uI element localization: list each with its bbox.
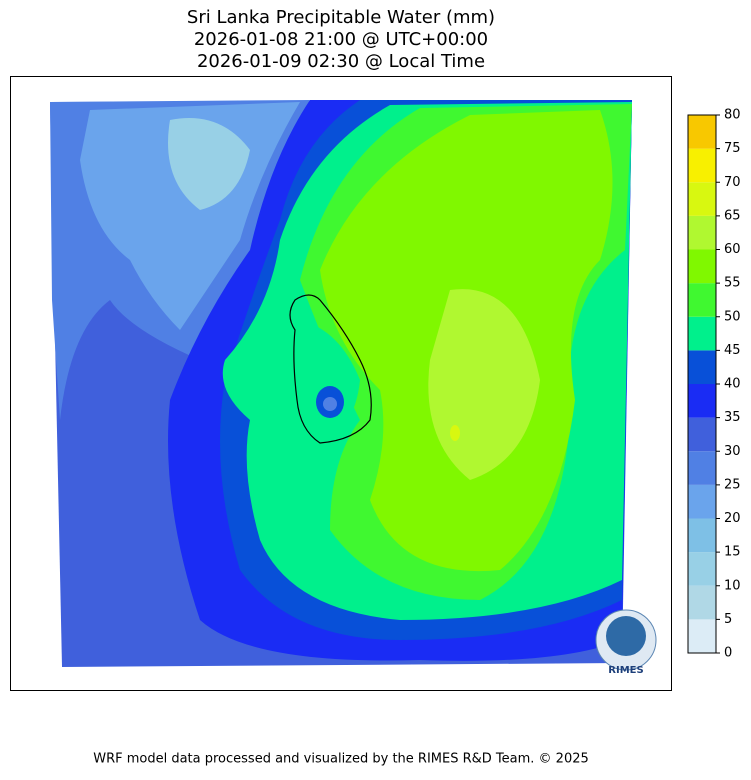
- colorbar-tick-label: 25: [724, 477, 741, 492]
- subtitle-local: 2026-01-09 02:30 @ Local Time: [197, 51, 485, 72]
- colorbar-bin: [688, 350, 716, 384]
- colorbar-bin: [688, 115, 716, 149]
- colorbar-bin: [688, 148, 716, 183]
- colorbar-bin: [688, 585, 716, 620]
- colorbar-bin: [688, 451, 716, 485]
- colorbar-bin: [688, 417, 716, 452]
- colorbar-tick-label: 60: [724, 242, 741, 257]
- colorbar-bin: [688, 182, 716, 216]
- colorbar-bin: [688, 215, 716, 250]
- colorbar-bin: [688, 283, 716, 317]
- colorbar-bin: [688, 316, 716, 351]
- map: RIMES: [50, 100, 657, 676]
- colorbar-tick-label: 40: [724, 377, 741, 392]
- colorbar-tick-label: 50: [724, 309, 741, 324]
- colorbar-bin: [688, 518, 716, 553]
- footer: WRF model data processed and visualized …: [93, 752, 589, 767]
- colorbar-tick-label: 35: [724, 410, 741, 425]
- colorbar-tick-label: 70: [724, 175, 741, 190]
- subtitle-utc: 2026-01-08 21:00 @ UTC+00:00: [194, 29, 488, 50]
- colorbar-tick-label: 75: [724, 141, 741, 156]
- colorbar-tick-label: 80: [724, 108, 741, 123]
- logo-text: RIMES: [608, 665, 643, 676]
- colorbar: 0 5 10 15 20 25 30 35 40 45 50 55 60 65 70 75 80: [687, 108, 741, 661]
- colorbar-tick-label: 10: [724, 578, 741, 593]
- colorbar-tick-label: 55: [724, 276, 741, 291]
- colorbar-tick-label: 45: [724, 343, 741, 358]
- colorbar-bin: [688, 249, 716, 284]
- colorbar-tick-label: 15: [724, 545, 741, 560]
- colorbar-tick-label: 65: [724, 208, 741, 223]
- colorbar-bin: [688, 384, 716, 418]
- colorbar-tick-label: 30: [724, 444, 741, 459]
- title: Sri Lanka Precipitable Water (mm): [187, 7, 495, 28]
- colorbar-bin: [688, 484, 716, 519]
- colorbar-tick-label: 5: [724, 612, 732, 627]
- map-frame: [10, 76, 672, 691]
- colorbar-tick-label: 20: [724, 511, 741, 526]
- colorbar-bin: [688, 552, 716, 586]
- colorbar-bin: [688, 619, 716, 653]
- colorbar-tick-label: 0: [724, 646, 732, 661]
